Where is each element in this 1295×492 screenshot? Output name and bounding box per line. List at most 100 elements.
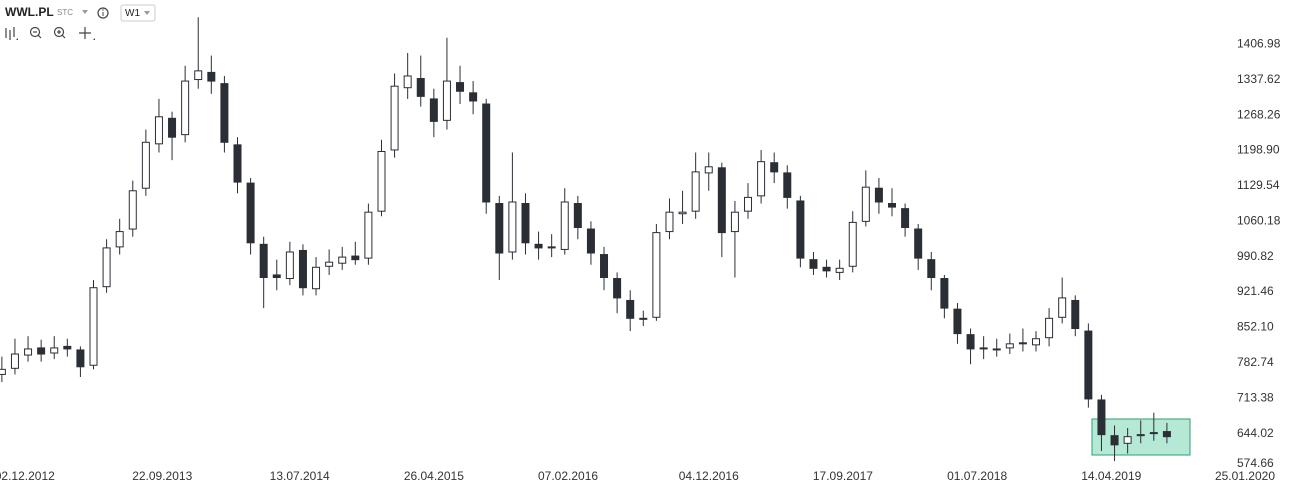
x-tick-label: 07.02.2016 (538, 469, 598, 483)
candle-body (37, 347, 46, 355)
chart-type-button[interactable] (5, 27, 18, 40)
candle-body (456, 82, 465, 92)
x-tick-label: 01.07.2018 (947, 469, 1007, 483)
candle-body (992, 348, 1001, 351)
candle-body (1032, 338, 1040, 346)
x-tick-label: 22.09.2013 (132, 469, 192, 483)
candle-body (783, 172, 792, 198)
candle-body (757, 161, 766, 197)
candle-body (141, 141, 150, 189)
candle-body (1123, 436, 1132, 444)
zoom-in-button[interactable] (53, 26, 66, 39)
candle-body (665, 211, 674, 233)
candle-body (495, 203, 504, 254)
candle-body (246, 182, 255, 244)
candle-body (442, 80, 451, 121)
candle-body (429, 98, 438, 122)
candle-body (50, 347, 59, 354)
candle-body (717, 167, 726, 234)
candle-body (1162, 431, 1171, 438)
x-tick-label: 14.04.2019 (1081, 469, 1141, 483)
candle-body (1045, 317, 1054, 339)
y-tick-label: 713.38 (1237, 390, 1274, 404)
y-tick-label: 1060.18 (1237, 213, 1281, 227)
y-tick-label: 1198.90 (1237, 143, 1280, 157)
pan-button[interactable] (79, 27, 95, 40)
x-tick-label: 04.12.2016 (679, 469, 739, 483)
candle-body (325, 261, 334, 267)
x-tick-label: 25.01.2020 (1215, 469, 1275, 483)
candle-body (927, 259, 936, 278)
candle-body (154, 116, 163, 145)
y-tick-label: 1406.98 (1237, 37, 1281, 51)
candle-body (888, 203, 897, 208)
candle-body (168, 117, 177, 138)
candle-body (613, 278, 622, 299)
candle-body (181, 80, 190, 136)
candle-body (573, 203, 582, 228)
candle-body (547, 246, 556, 249)
candle-body (940, 278, 949, 309)
candle-body (744, 196, 753, 212)
candle-body (1071, 299, 1080, 330)
candle-body (704, 166, 713, 174)
candle-body (194, 70, 203, 81)
candle-body (482, 103, 491, 203)
candle-body (1005, 343, 1014, 349)
candle-body (1149, 432, 1158, 435)
y-tick-label: 644.02 (1237, 426, 1274, 440)
candle-body (220, 83, 229, 143)
y-tick-label: 1268.26 (1237, 107, 1281, 121)
candle-body (639, 317, 648, 320)
candle-body (730, 211, 739, 233)
candle-body (979, 347, 988, 350)
candle-body (207, 71, 216, 82)
interval-arrow (144, 11, 150, 15)
candle-body (469, 92, 478, 102)
interval-select[interactable] (120, 4, 156, 22)
symbol[interactable]: WWL.PL (5, 5, 54, 19)
candle-body (534, 243, 543, 249)
candle-body (1084, 330, 1093, 400)
candle-body (76, 349, 85, 368)
candle-body (600, 254, 609, 278)
candle-body (10, 353, 19, 369)
candle-body (63, 345, 72, 350)
candle-body (1018, 342, 1027, 345)
candle-body (0, 368, 6, 375)
candle-body (416, 78, 425, 97)
x-tick-label: 13.07.2014 (270, 469, 330, 483)
candle-body (377, 150, 386, 212)
candle-body (233, 144, 242, 183)
y-tick-label: 852.10 (1237, 320, 1274, 334)
candle-body (1110, 435, 1119, 446)
candle-body (1097, 399, 1106, 436)
candle-body (966, 334, 975, 350)
candle-body (560, 201, 569, 250)
zoom-out-button[interactable] (29, 26, 42, 39)
info-button[interactable] (97, 7, 109, 19)
candle-body (953, 308, 962, 335)
candle-body (678, 211, 687, 215)
candle-body (259, 243, 268, 278)
candle-body (1136, 434, 1145, 437)
candle-body (298, 249, 307, 289)
candle-body (770, 162, 779, 173)
candle-body (285, 251, 294, 280)
interval[interactable]: W1 (125, 8, 140, 19)
x-tick-label: 26.04.2015 (404, 469, 464, 483)
y-tick-label: 1129.54 (1237, 178, 1280, 192)
candle-body (521, 203, 530, 244)
candle-body (848, 221, 857, 267)
y-tick-label: 782.74 (1237, 355, 1274, 369)
candle-body (652, 232, 661, 318)
market: STC (57, 8, 73, 17)
y-tick-label: 921.46 (1237, 284, 1274, 298)
symbol-dropdown[interactable] (82, 10, 88, 14)
candle-body (338, 256, 347, 264)
candle-body (312, 266, 321, 290)
candle-body (508, 201, 517, 253)
y-tick-label: 574.66 (1237, 456, 1274, 470)
candle-body (914, 228, 923, 259)
